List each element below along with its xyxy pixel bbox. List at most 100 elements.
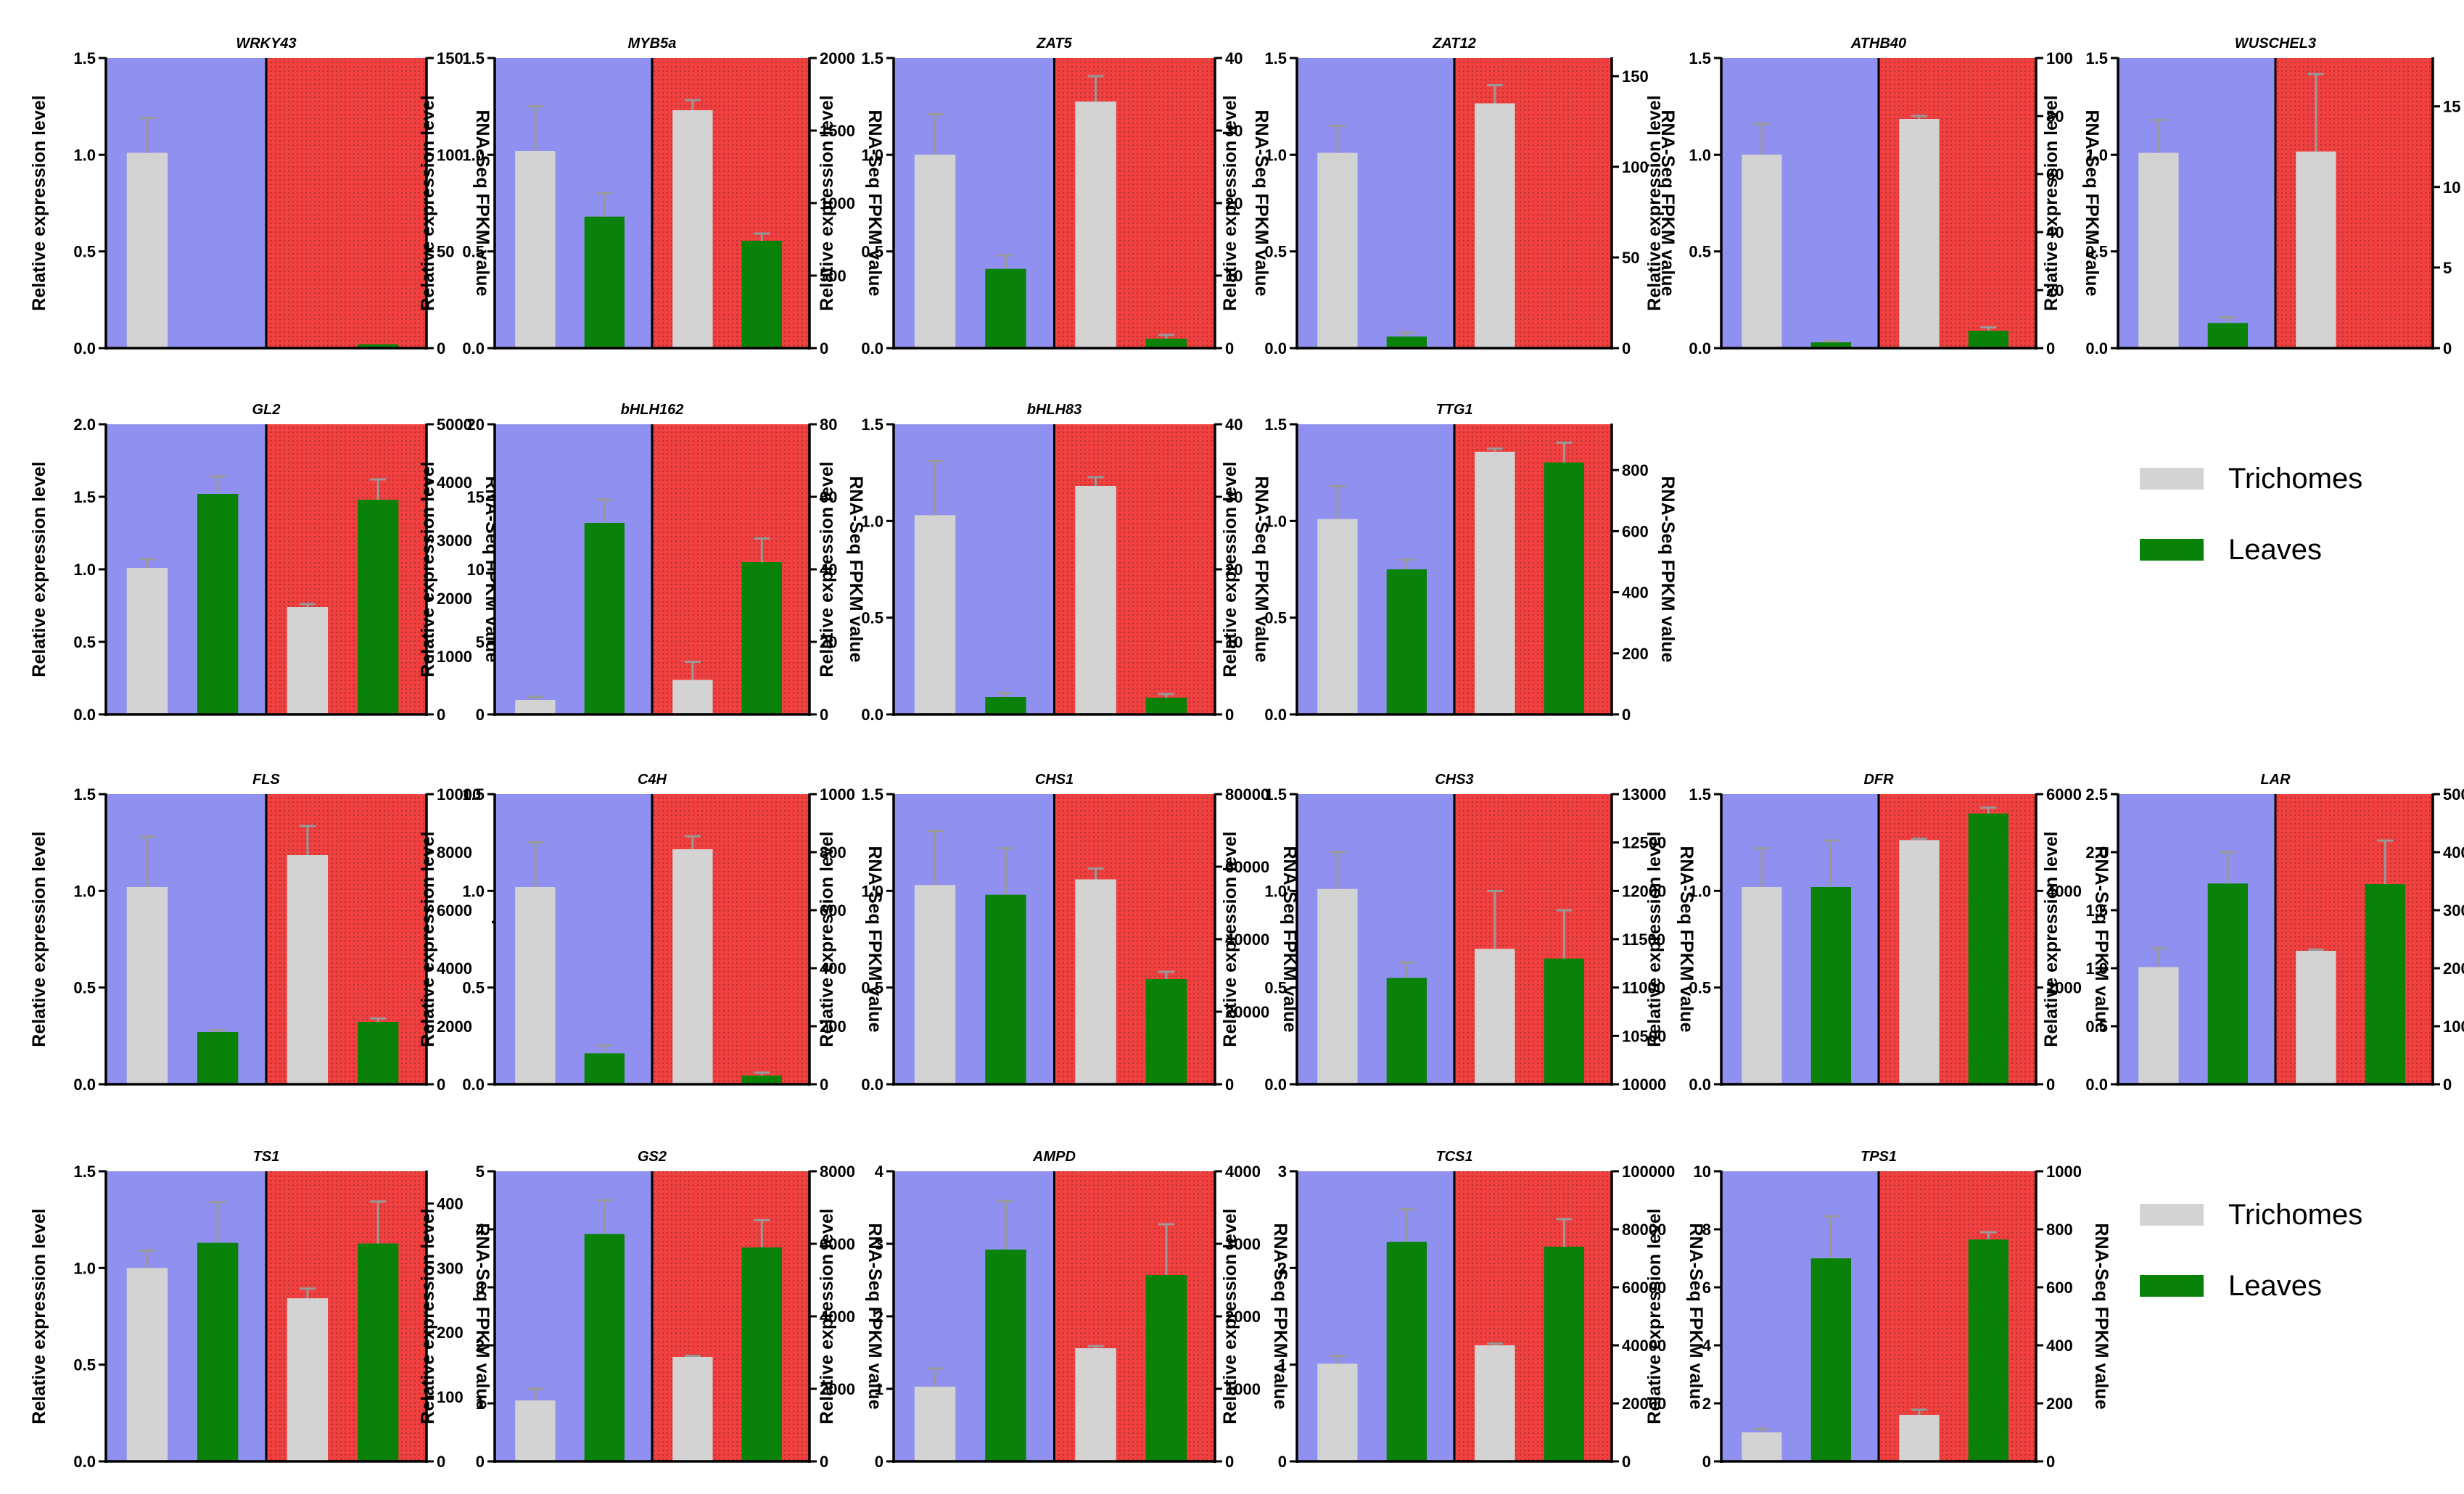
- qpcr-bar-leaves: [197, 1032, 239, 1084]
- left-axis-label: Relative expression level: [1220, 95, 1240, 310]
- rnaseq-bar-trichomes: [1475, 1345, 1515, 1461]
- right-tick-label: 40: [1225, 49, 1243, 67]
- right-tick-label: 80000: [1225, 785, 1269, 804]
- right-tick-label: 6000: [820, 1235, 855, 1253]
- qpcr-bar-trichomes: [1317, 152, 1358, 348]
- right-axis-label: RNA-Seq FPKM value: [1251, 110, 1272, 297]
- left-tick-label: 1.0: [462, 146, 485, 164]
- rnaseq-bar-trichomes: [2296, 951, 2336, 1084]
- panel-title: WRKY43: [236, 36, 296, 51]
- right-axis-label: RNA-Seq FPKM value: [472, 1223, 493, 1410]
- rnaseq-bar-trichomes: [287, 607, 329, 714]
- right-tick-label: 100000: [1622, 1163, 1675, 1181]
- right-tick-label: 0: [437, 1453, 445, 1471]
- left-tick-label: 1.5: [2085, 901, 2108, 920]
- left-tick-label: 2: [875, 1308, 883, 1326]
- left-tick-label: 5: [476, 633, 485, 651]
- left-tick-label: 1.5: [73, 488, 96, 506]
- right-axis-label: RNA-Seq FPKM value: [846, 476, 866, 663]
- left-tick-label: 0.0: [861, 706, 883, 724]
- qpcr-bar-trichomes: [515, 700, 556, 714]
- left-tick-label: 2: [476, 1337, 485, 1355]
- rnaseq-bar-trichomes: [287, 855, 329, 1084]
- qpcr-bar-trichomes: [2138, 967, 2179, 1084]
- panel-ts1: 0.0 0.5 1.0 1.5 0 100 200 300 400 TS1 Relative exp…: [29, 1149, 493, 1471]
- right-tick-label: 40000: [2443, 843, 2464, 862]
- panel-wuschel3: 0.0 0.5 1.0 1.5 0 5 10 15 WUSCHEL3 Relative expre…: [2041, 36, 2460, 358]
- panel-title: C4H: [638, 772, 667, 788]
- left-axis-label: Relative expression level: [418, 1208, 438, 1424]
- right-tick-label: 80000: [1622, 1221, 1666, 1239]
- right-tick-label: 1500: [820, 122, 855, 140]
- panel-tps1: 0 2 4 6 8 10 0 200 400 600 800 1000 TPS1 Relative exp…: [1644, 1149, 2111, 1471]
- left-tick-label: 0.0: [1264, 1076, 1287, 1094]
- qpcr-bar-trichomes: [914, 154, 956, 349]
- panel-title: bHLH83: [1027, 402, 1082, 418]
- left-tick-label: 0.0: [73, 339, 96, 358]
- right-tick-label: 10000: [437, 785, 481, 804]
- rnaseq-bar-leaves: [357, 1243, 399, 1461]
- right-tick-label: 40000: [1225, 930, 1269, 949]
- right-tick-label: 2000: [2046, 979, 2082, 997]
- left-axis-label: Relative expression level: [817, 831, 837, 1047]
- left-tick-label: 1.0: [73, 146, 96, 164]
- panel-title: TS1: [253, 1149, 280, 1165]
- rnaseq-bar-leaves: [1544, 462, 1585, 714]
- left-axis-label: Relative expression level: [29, 1208, 49, 1424]
- panel-lar: 0.00.51.01.52.02.50100002000030000400005…: [2041, 772, 2464, 1094]
- right-tick-label: 0: [1225, 339, 1234, 358]
- right-tick-label: 10000: [2443, 1018, 2464, 1036]
- right-tick-label: 600: [2046, 1279, 2073, 1297]
- panel-bhlh83: 0.0 0.5 1.0 1.5 0 10 20 30 40 bHLH83 Relative expr…: [817, 402, 1272, 724]
- left-tick-label: 5: [476, 1163, 485, 1181]
- panel-title: LAR: [2260, 772, 2291, 788]
- legend-label-leaves: Leaves: [2228, 1270, 2322, 1302]
- left-tick-label: 0.5: [73, 1356, 96, 1374]
- legend-label-trichomes: Trichomes: [2228, 1199, 2362, 1231]
- legend-label-leaves: Leaves: [2228, 534, 2322, 566]
- left-tick-label: 0.5: [1264, 979, 1287, 997]
- left-tick-label: 2: [1702, 1395, 1711, 1413]
- right-tick-label: 100: [437, 1388, 463, 1406]
- left-tick-label: 10: [467, 561, 485, 579]
- right-tick-label: 15: [2443, 98, 2460, 116]
- qpcr-bar-leaves: [1810, 887, 1852, 1084]
- rnaseq-bar-leaves: [1145, 1275, 1187, 1461]
- panel-title: TTG1: [1435, 402, 1472, 418]
- left-axis-label: Relative expression level: [29, 461, 49, 677]
- left-tick-label: 1.0: [462, 882, 485, 900]
- right-tick-label: 12000: [1622, 882, 1666, 900]
- left-tick-label: 1.5: [1689, 49, 1711, 67]
- panel-myb5a: 0.00.51.01.50500100015002000MYB5aRelativ…: [418, 36, 885, 358]
- left-axis-label: Relative expression level: [1644, 1208, 1665, 1424]
- left-tick-label: 1.5: [73, 785, 96, 804]
- qpcr-bar-trichomes: [1742, 887, 1782, 1084]
- qpcr-bar-trichomes: [126, 887, 168, 1084]
- right-axis-label: RNA-Seq FPKM value: [2091, 846, 2111, 1033]
- right-tick-label: 150: [1622, 67, 1649, 86]
- right-tick-label: 1000: [1225, 1380, 1261, 1398]
- left-tick-label: 1.0: [1689, 146, 1711, 164]
- left-axis-label: Relative expression level: [817, 95, 837, 310]
- right-tick-label: 30: [1225, 122, 1243, 140]
- left-tick-label: 1.5: [2085, 49, 2108, 67]
- right-tick-label: 0: [1225, 1453, 1234, 1471]
- qpcr-bar-trichomes: [1317, 1363, 1358, 1461]
- left-tick-label: 0.5: [73, 979, 96, 997]
- left-tick-label: 0.5: [1264, 609, 1287, 627]
- qpcr-bar-trichomes: [126, 568, 168, 714]
- legend-2: Trichomes Leaves: [2140, 1199, 2362, 1302]
- right-tick-label: 50: [437, 243, 454, 261]
- right-tick-label: 6000: [2046, 785, 2082, 804]
- right-tick-label: 600: [820, 901, 846, 920]
- left-tick-label: 1.0: [1264, 512, 1287, 530]
- left-tick-label: 0.0: [1689, 339, 1711, 358]
- right-axis-label: RNA-Seq FPKM value: [865, 846, 885, 1033]
- right-axis-label: RNA-Seq FPKM value: [865, 110, 885, 297]
- right-tick-label: 4000: [1225, 1163, 1261, 1181]
- panel-c4h: 0.0 0.5 1.0 1.5 0 200 400 600 800 1000 C4H Relative…: [418, 772, 885, 1094]
- rnaseq-bar-trichomes: [672, 680, 713, 714]
- right-tick-label: 3000: [437, 532, 472, 550]
- right-tick-label: 11500: [1622, 930, 1665, 949]
- qpcr-bar-trichomes: [1742, 154, 1782, 349]
